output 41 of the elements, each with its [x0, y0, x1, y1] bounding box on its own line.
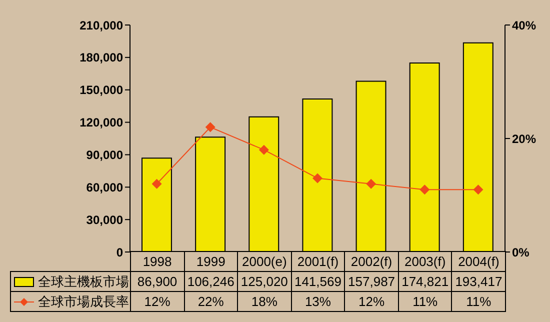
- x-tick-label: 2003(f): [398, 252, 452, 272]
- x-tick-label: 2004(f): [452, 252, 506, 272]
- legend-label: 全球市場成長率: [10, 292, 130, 312]
- point: [312, 173, 322, 184]
- point: [205, 122, 216, 132]
- y2-tick-label: 20%: [512, 132, 536, 146]
- point: [152, 178, 162, 189]
- data-label: 22%: [184, 292, 238, 312]
- data-label: 106,246: [184, 272, 238, 292]
- data-label: 11%: [398, 292, 452, 312]
- y-tick-label: 180,000: [80, 50, 124, 65]
- point: [258, 144, 269, 155]
- y-tick-label: 120,000: [80, 116, 124, 130]
- point: [473, 184, 484, 195]
- data-label: 86,900: [130, 272, 184, 292]
- data-label: 141,569: [291, 272, 345, 292]
- data-label: 13%: [291, 292, 345, 312]
- y-tick-label: 210,000: [80, 18, 124, 32]
- x-tick-label: 1999: [184, 252, 238, 272]
- x-tick-label: 2002(f): [344, 252, 398, 272]
- y-tick-label: 150,000: [80, 83, 124, 98]
- x-tick-label: 2001(f): [291, 252, 345, 272]
- data-label: 125,020: [238, 272, 292, 292]
- legend-label: 全球主機板市場: [10, 272, 130, 292]
- y2-tick-label: 0%: [512, 245, 530, 260]
- x-tick-label: 1998: [130, 252, 184, 272]
- y-tick-label: 30,000: [86, 212, 124, 227]
- data-label: 12%: [344, 292, 398, 312]
- y2-tick-label: 40%: [512, 18, 536, 32]
- data-label: 193,417: [452, 272, 506, 292]
- y-tick-label: 90,000: [86, 148, 124, 162]
- y-tick-label: 0: [116, 245, 124, 260]
- data-label: 174,821: [398, 272, 452, 292]
- y-tick-label: 60,000: [86, 180, 124, 194]
- data-label: 12%: [130, 292, 184, 312]
- data-label: 11%: [452, 292, 506, 312]
- point: [420, 184, 430, 195]
- x-tick-label: 2000(e): [238, 252, 292, 272]
- data-label: 18%: [238, 292, 292, 312]
- data-label: 157,987: [344, 272, 398, 292]
- point: [366, 178, 376, 189]
